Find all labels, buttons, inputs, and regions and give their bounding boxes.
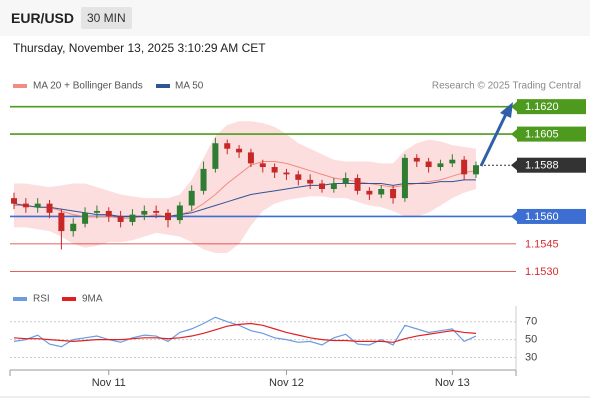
symbol: EUR/USD xyxy=(11,10,75,26)
candle-body xyxy=(473,165,479,175)
level-label-box xyxy=(517,157,586,173)
indicator-line xyxy=(13,322,477,343)
candle-body xyxy=(93,210,100,213)
level-label: 1.1545 xyxy=(525,238,559,250)
level-label-pointer xyxy=(511,160,517,171)
level-label: 1.1588 xyxy=(525,160,559,172)
candle-body xyxy=(283,172,290,175)
candle-body xyxy=(165,212,171,221)
y-tick-label: 50 xyxy=(525,334,537,346)
candle-body xyxy=(390,189,397,199)
candle-body xyxy=(46,203,53,213)
candle-body xyxy=(212,143,219,169)
legend-swatch xyxy=(62,297,76,301)
ma-line xyxy=(13,179,476,217)
candle-body xyxy=(129,214,136,222)
candle-body xyxy=(307,179,314,184)
candle-body xyxy=(176,205,183,221)
candle-body xyxy=(449,159,456,164)
legend-swatch xyxy=(156,84,170,88)
legend-swatch xyxy=(13,297,27,301)
candle-body xyxy=(461,159,468,175)
candle-body xyxy=(259,163,266,168)
candle-body xyxy=(425,161,432,168)
x-tick-label: Nov 13 xyxy=(435,377,470,389)
ma-line xyxy=(14,161,477,219)
forecast-arrow xyxy=(479,113,508,167)
candle-body xyxy=(378,189,385,195)
candle-body xyxy=(105,210,112,217)
level-label-pointer xyxy=(511,101,517,112)
y-tick-label: 70 xyxy=(525,316,537,328)
timestamp: Thursday, November 13, 2025 3:10:29 AM C… xyxy=(13,41,266,55)
x-tick-label: Nov 12 xyxy=(269,377,304,389)
legend-label: MA 50 xyxy=(175,81,204,92)
level-label: 1.1560 xyxy=(525,211,559,223)
level-label: 1.1530 xyxy=(525,266,559,278)
candle-body xyxy=(295,174,302,180)
candle-body xyxy=(58,212,65,232)
candle-body xyxy=(200,168,207,191)
level-label: 1.1620 xyxy=(525,101,559,113)
candle-body xyxy=(141,210,148,215)
level-label: 1.1605 xyxy=(525,129,559,141)
candle-body xyxy=(82,212,89,224)
x-tick-label: Nov 11 xyxy=(92,377,126,389)
level-label-pointer xyxy=(511,129,517,140)
candle-body xyxy=(413,157,420,162)
candle-body xyxy=(22,203,29,208)
candle-body xyxy=(11,198,17,204)
y-tick-label: 30 xyxy=(525,351,537,363)
candle-body xyxy=(236,148,243,153)
candle-body xyxy=(330,183,337,189)
candle-body xyxy=(319,183,325,189)
legend-swatch xyxy=(13,84,27,88)
candle-body xyxy=(354,178,361,191)
level-label-pointer xyxy=(511,211,517,222)
candle-body xyxy=(34,203,41,208)
level-label-box xyxy=(517,99,586,115)
level-label-box xyxy=(517,208,586,224)
legend-label: MA 20 + Bollinger Bands xyxy=(33,81,143,92)
timeframe-button[interactable]: 30 MIN xyxy=(81,7,132,29)
candle-body xyxy=(342,178,349,184)
candle-body xyxy=(153,210,160,213)
level-label-box xyxy=(517,126,586,142)
legend-label: RSI xyxy=(33,294,50,305)
candle-body xyxy=(271,167,278,173)
candle-body xyxy=(188,190,195,206)
indicator-line xyxy=(13,316,477,348)
candle-body xyxy=(70,223,77,232)
candle-body xyxy=(247,152,254,164)
candle-body xyxy=(224,143,231,149)
candle-body xyxy=(366,190,373,195)
forecast-arrow-head xyxy=(500,102,513,118)
candle-body xyxy=(401,157,408,199)
legend-label: 9MA xyxy=(82,294,103,305)
candle-body xyxy=(437,163,444,168)
source-note: Research © 2025 Trading Central xyxy=(432,81,581,92)
candle-body xyxy=(117,216,124,222)
